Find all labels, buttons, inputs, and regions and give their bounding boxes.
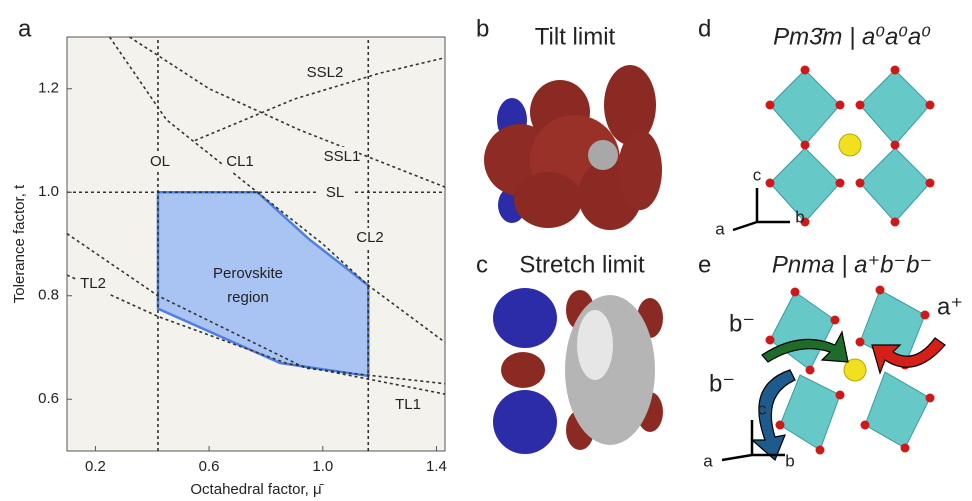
- axis-letter: a: [715, 219, 725, 238]
- region-label: Perovskite: [213, 265, 283, 282]
- page: {"chart_data": {"type": "line", "xlabel"…: [0, 0, 972, 501]
- axis-letter: b: [795, 207, 804, 226]
- panel-label: b: [476, 15, 489, 42]
- curve-label: TL1: [395, 396, 421, 413]
- curve-label: TL2: [80, 275, 106, 292]
- figure: a b c d e Tilt limit Stretch limit Pm3̄m…: [0, 0, 972, 501]
- y-tick-label: 1.0: [38, 183, 59, 200]
- curve-label: SL: [326, 184, 344, 201]
- x-tick-label: 0.2: [85, 458, 106, 475]
- y-axis-label: Tolerance factor, t: [11, 184, 28, 303]
- axis-letter: a: [703, 451, 713, 470]
- axis-letter: c: [758, 399, 767, 418]
- panel-title: Pm3̄m | a⁰a⁰a⁰: [773, 23, 931, 50]
- crystal-cubic: [766, 66, 935, 227]
- panel-title: Stretch limit: [519, 251, 645, 278]
- region-label: region: [227, 289, 269, 306]
- panel-title: Tilt limit: [535, 23, 616, 50]
- rotation-label: b⁻: [729, 310, 755, 337]
- panel-label: c: [476, 251, 488, 278]
- curve-label: CL2: [356, 229, 384, 246]
- axis-letter: b: [785, 451, 794, 470]
- y-tick-label: 0.6: [38, 390, 59, 407]
- panel-label: e: [698, 251, 711, 278]
- x-tick-label: 0.6: [199, 458, 220, 475]
- rotation-label: b⁻: [709, 370, 735, 397]
- orbital-tilt: [484, 65, 662, 230]
- y-tick-label: 1.2: [38, 80, 59, 97]
- curve-label: OL: [150, 153, 170, 170]
- x-tick-label: 1.0: [312, 458, 333, 475]
- orbital-stretch: [493, 288, 663, 454]
- x-axis-label: Octahedral factor, μ̄: [190, 481, 323, 498]
- curve-label: SSL1: [324, 148, 361, 165]
- y-tick-label: 0.8: [38, 287, 59, 304]
- crystal-tilted: [766, 286, 935, 455]
- panel-label: d: [698, 15, 711, 42]
- x-tick-label: 1.4: [426, 458, 447, 475]
- axis-letter: c: [753, 165, 762, 184]
- panel-label: a: [18, 15, 32, 42]
- rotation-label: a⁺: [937, 293, 963, 320]
- panel-title: Pnma | a⁺b⁻b⁻: [772, 251, 932, 278]
- curve-label: SSL2: [307, 64, 344, 81]
- curve-label: CL1: [226, 153, 254, 170]
